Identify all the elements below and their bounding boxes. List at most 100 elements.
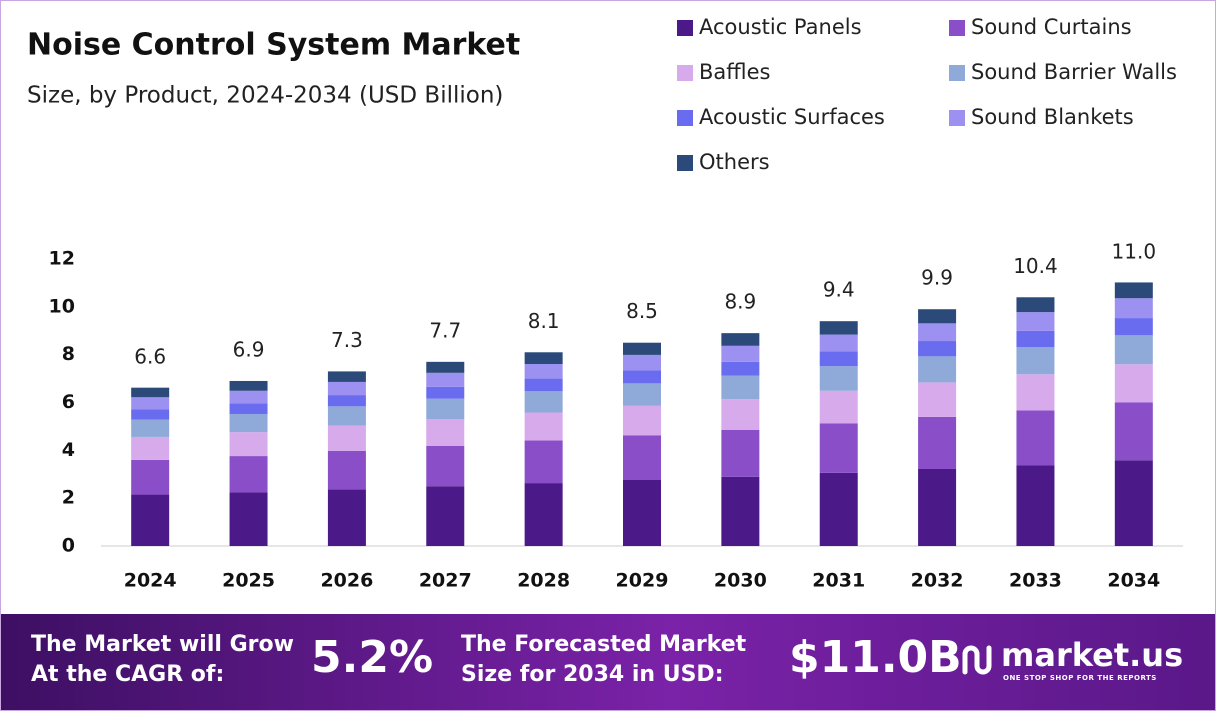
legend-swatch (677, 20, 693, 36)
y-tick-label: 2 (62, 487, 75, 509)
bar-segment (524, 352, 563, 364)
legend-swatch (677, 110, 693, 126)
bar-segment (819, 423, 858, 473)
legend-swatch (949, 65, 965, 81)
x-tick-label: 2030 (714, 570, 767, 592)
bar-segment (1114, 460, 1153, 546)
bar-segment (524, 483, 563, 546)
bar-segment (1114, 318, 1153, 336)
bar-segment (918, 323, 957, 342)
bar-segment (524, 412, 563, 441)
legend-label: Acoustic Panels (699, 15, 862, 39)
bar-segment (131, 419, 170, 437)
bar-segment (918, 356, 957, 383)
total-label: 6.9 (233, 337, 265, 361)
bar-segment (327, 450, 366, 490)
y-tick-label: 12 (49, 248, 75, 270)
cagr-text: The Market will Grow At the CAGR of: (31, 630, 294, 690)
bar-segment (131, 387, 170, 398)
bar-segment (229, 456, 268, 493)
chart-title: Noise Control System Market (27, 28, 520, 63)
bar-segment (721, 476, 760, 546)
bar-segment (819, 390, 858, 424)
bar-segment (623, 354, 661, 371)
bar-segment (1016, 410, 1055, 466)
bar-segment (918, 468, 957, 546)
y-tick-label: 8 (62, 343, 75, 365)
bar-segment (426, 486, 465, 546)
bar-segment (229, 492, 268, 546)
bar-segment (524, 363, 563, 379)
y-tick-label: 10 (49, 295, 75, 317)
bar-segment (623, 383, 661, 406)
total-label: 8.9 (724, 290, 756, 314)
x-tick-label: 2027 (419, 570, 472, 592)
chart-subtitle: Size, by Product, 2024-2034 (USD Billion… (27, 83, 503, 109)
cagr-value: 5.2% (311, 632, 434, 683)
x-tick-label: 2032 (911, 570, 964, 592)
legend-swatch (949, 20, 965, 36)
bar-segment (721, 345, 760, 362)
bar-segment (1114, 364, 1153, 403)
chart: Noise Control System Market Size, by Pro… (27, 15, 1183, 592)
text: The Forecasted Market (461, 632, 747, 657)
bar-segment (524, 391, 563, 413)
bar-segment (623, 479, 661, 546)
x-tick-label: 2031 (812, 570, 865, 592)
bar-segment (1016, 330, 1055, 348)
bar-segment (1016, 347, 1055, 375)
bar-segment (131, 409, 170, 420)
bar-segment (1114, 298, 1153, 319)
bar-segment (1114, 335, 1153, 365)
bar-segment (918, 382, 957, 417)
total-label: 9.4 (823, 278, 855, 302)
bar-segment (229, 390, 268, 404)
footer: The Market will Grow At the CAGR of: 5.2%… (1, 614, 1215, 710)
bar-segment (1016, 312, 1055, 331)
x-tick-label: 2034 (1107, 570, 1160, 592)
legend-label: Sound Blankets (971, 105, 1134, 129)
text: Size for 2034 in USD: (461, 662, 724, 687)
bar-segment (1114, 282, 1153, 299)
bar-segment (327, 489, 366, 546)
legend-swatch (677, 65, 693, 81)
bar-segment (1114, 402, 1153, 461)
x-tick-label: 2033 (1009, 570, 1062, 592)
bar-segment (1016, 465, 1055, 546)
bar-segment (327, 406, 366, 426)
legend-label: Acoustic Surfaces (699, 105, 885, 129)
bar-segment (721, 399, 760, 431)
bar-segment (819, 321, 858, 335)
bar-segment (819, 472, 858, 546)
y-tick-label: 4 (62, 439, 75, 461)
x-tick-label: 2029 (616, 570, 669, 592)
tagline: ONE STOP SHOP FOR THE REPORTS (1003, 674, 1157, 682)
logo (962, 645, 992, 675)
bar-segment (426, 361, 465, 373)
bar-segment (623, 342, 661, 355)
legend-swatch (677, 155, 693, 171)
bar-segment (327, 425, 366, 451)
bar-segment (426, 398, 465, 420)
total-label: 8.5 (626, 299, 658, 323)
bar-segment (819, 366, 858, 391)
total-label: 10.4 (1013, 254, 1058, 278)
bar-segment (721, 430, 760, 477)
legend-label: Sound Barrier Walls (971, 60, 1177, 84)
bar-segment (524, 440, 563, 484)
bar-segment (327, 371, 366, 382)
x-tick-label: 2026 (320, 570, 373, 592)
bar-segment (623, 405, 661, 436)
brand: market.us (1001, 636, 1184, 674)
size-value: $11.0B (789, 632, 962, 683)
total-label: 9.9 (921, 266, 953, 290)
total-label: 7.7 (429, 318, 461, 342)
bar-segment (327, 381, 366, 396)
bar-segment (918, 416, 957, 469)
x-tick-label: 2024 (124, 570, 177, 592)
bar-segment (426, 445, 465, 487)
text: At the CAGR of: (31, 662, 225, 687)
total-label: 11.0 (1112, 239, 1157, 263)
bar-segment (918, 309, 957, 324)
